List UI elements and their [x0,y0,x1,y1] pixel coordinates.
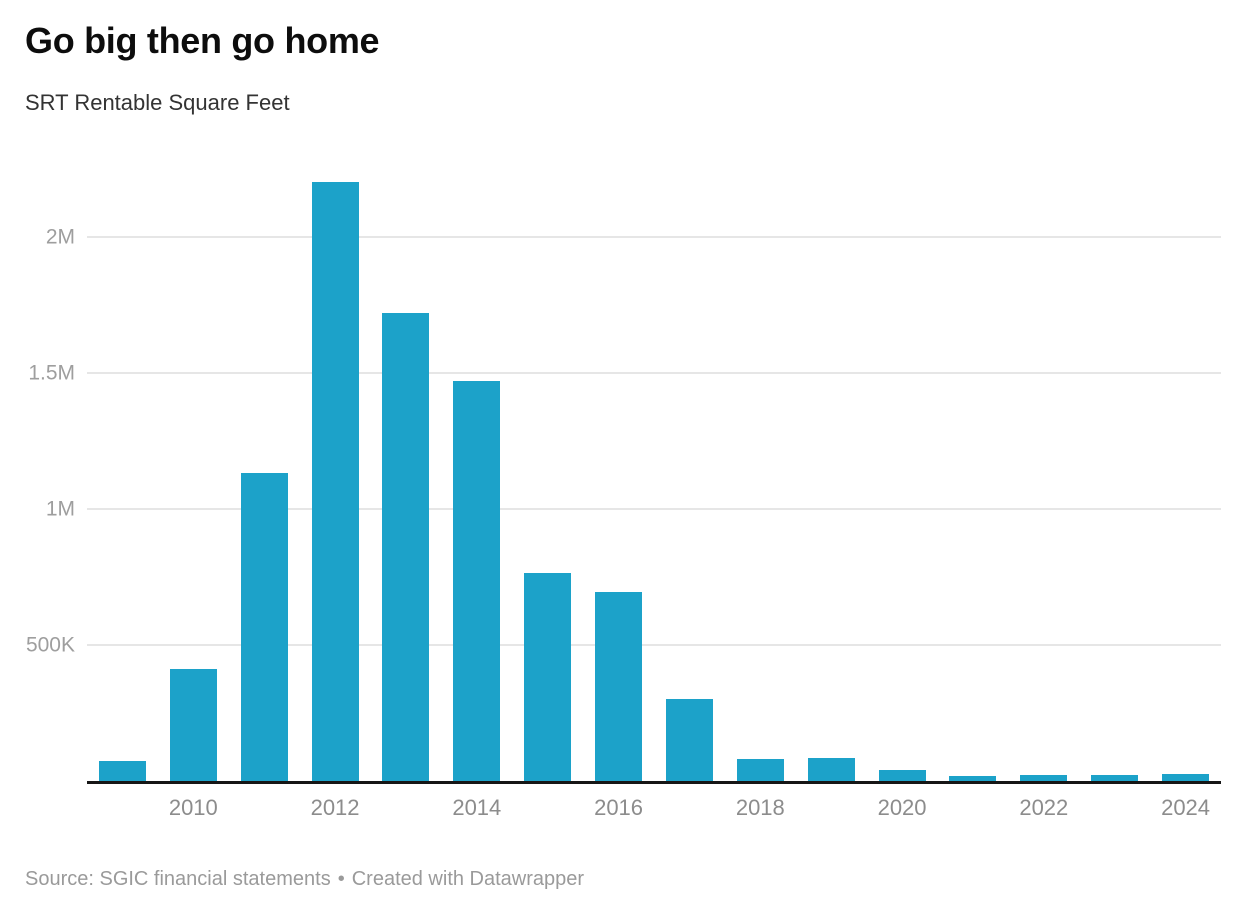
y-axis-tick-1M: 1M [45,497,75,521]
bar-2020[interactable] [878,770,926,781]
gridline-2M [87,235,1221,238]
bar-2011[interactable] [240,473,288,781]
x-axis-tick-2024: 2024 [1161,795,1211,820]
bar-2017[interactable] [665,699,713,781]
bar-2018[interactable] [736,759,784,781]
gridline-1M [87,507,1221,510]
datawrapper-credit-link[interactable]: Created with Datawrapper [351,868,585,890]
bar-2019[interactable] [807,757,855,781]
bar-2024[interactable] [1162,774,1210,781]
x-axis-tick-2010: 2010 [168,795,218,820]
plot-area: 500K 1M 1.5M 2M 2010 2012 2014 2016 2018 2020 2022… [26,155,1221,820]
source-text: Source: SGIC financial statements [25,868,331,890]
bar-2009[interactable] [98,760,146,781]
bar-2010[interactable] [169,669,217,781]
x-axis-line [87,781,1221,784]
bar-2016[interactable] [595,591,643,781]
bar-2023[interactable] [1091,775,1139,781]
x-axis-tick-2022: 2022 [1019,795,1069,820]
x-axis-tick-2012: 2012 [310,795,360,820]
y-axis-tick-500K: 500K [25,633,75,657]
x-axis-tick-2018: 2018 [735,795,785,820]
chart-footer: Source: SGIC financial statements • Create… [25,868,584,891]
y-axis-tick-2M: 2M [45,225,75,249]
bar-2015[interactable] [524,572,572,781]
chart-title: Go big then go home [25,20,380,61]
footer-separator: • [337,868,345,890]
x-axis-tick-2016: 2016 [594,795,644,820]
bar-2013[interactable] [382,312,430,781]
chart-subtitle: SRT Rentable Square Feet [25,90,290,115]
bar-2021[interactable] [949,775,997,781]
y-axis-tick-1.5M: 1.5M [28,361,75,385]
bar-2012[interactable] [311,182,359,781]
bar-2014[interactable] [453,380,501,781]
gridline-500K [87,643,1221,646]
gridline-1.5M [87,371,1221,374]
x-axis-tick-2014: 2014 [452,795,502,820]
x-axis-tick-2020: 2020 [877,795,927,820]
bar-2022[interactable] [1020,775,1068,781]
